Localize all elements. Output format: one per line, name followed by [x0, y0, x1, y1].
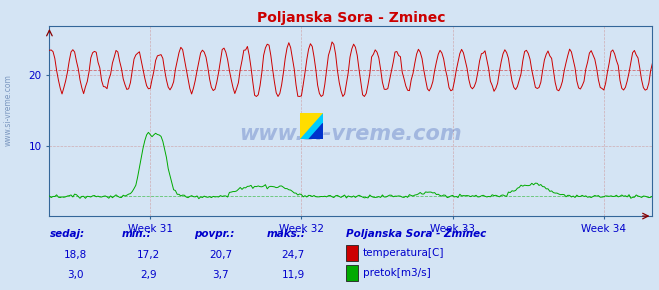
Text: maks.:: maks.: [267, 229, 306, 239]
Text: 18,8: 18,8 [64, 250, 88, 260]
Text: www.si-vreme.com: www.si-vreme.com [240, 124, 462, 144]
Text: 3,7: 3,7 [212, 270, 229, 280]
Text: 3,0: 3,0 [67, 270, 84, 280]
Text: www.si-vreme.com: www.si-vreme.com [3, 74, 13, 146]
Title: Poljanska Sora - Zminec: Poljanska Sora - Zminec [256, 11, 445, 25]
Text: Poljanska Sora - Zminec: Poljanska Sora - Zminec [346, 229, 486, 239]
Text: 2,9: 2,9 [140, 270, 157, 280]
Polygon shape [300, 113, 323, 139]
Text: 17,2: 17,2 [136, 250, 160, 260]
Text: povpr.:: povpr.: [194, 229, 235, 239]
Polygon shape [300, 113, 323, 139]
Text: sedaj:: sedaj: [49, 229, 84, 239]
Text: 24,7: 24,7 [281, 250, 305, 260]
Text: min.:: min.: [122, 229, 152, 239]
Text: 11,9: 11,9 [281, 270, 305, 280]
Text: 20,7: 20,7 [209, 250, 233, 260]
Text: pretok[m3/s]: pretok[m3/s] [363, 268, 431, 278]
Polygon shape [309, 124, 323, 139]
Text: temperatura[C]: temperatura[C] [363, 248, 445, 258]
